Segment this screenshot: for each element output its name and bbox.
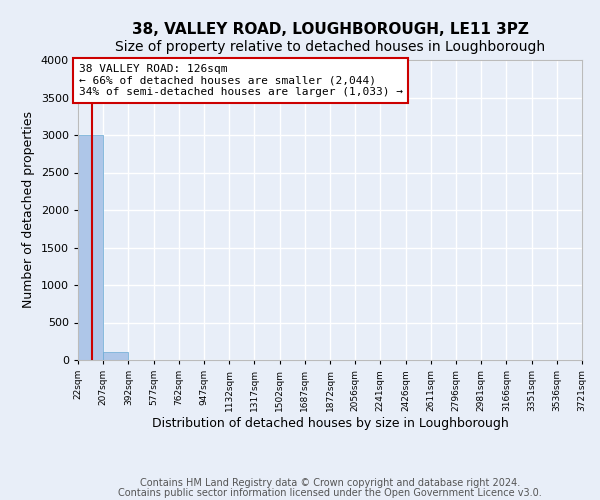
Bar xyxy=(103,352,128,360)
Text: Contains public sector information licensed under the Open Government Licence v3: Contains public sector information licen… xyxy=(118,488,542,498)
Text: 38 VALLEY ROAD: 126sqm
← 66% of detached houses are smaller (2,044)
34% of semi-: 38 VALLEY ROAD: 126sqm ← 66% of detached… xyxy=(79,64,403,97)
X-axis label: Distribution of detached houses by size in Loughborough: Distribution of detached houses by size … xyxy=(152,416,508,430)
Bar xyxy=(78,135,103,360)
Text: Contains HM Land Registry data © Crown copyright and database right 2024.: Contains HM Land Registry data © Crown c… xyxy=(140,478,520,488)
Text: Size of property relative to detached houses in Loughborough: Size of property relative to detached ho… xyxy=(115,40,545,54)
Y-axis label: Number of detached properties: Number of detached properties xyxy=(22,112,35,308)
Text: 38, VALLEY ROAD, LOUGHBOROUGH, LE11 3PZ: 38, VALLEY ROAD, LOUGHBOROUGH, LE11 3PZ xyxy=(131,22,529,38)
